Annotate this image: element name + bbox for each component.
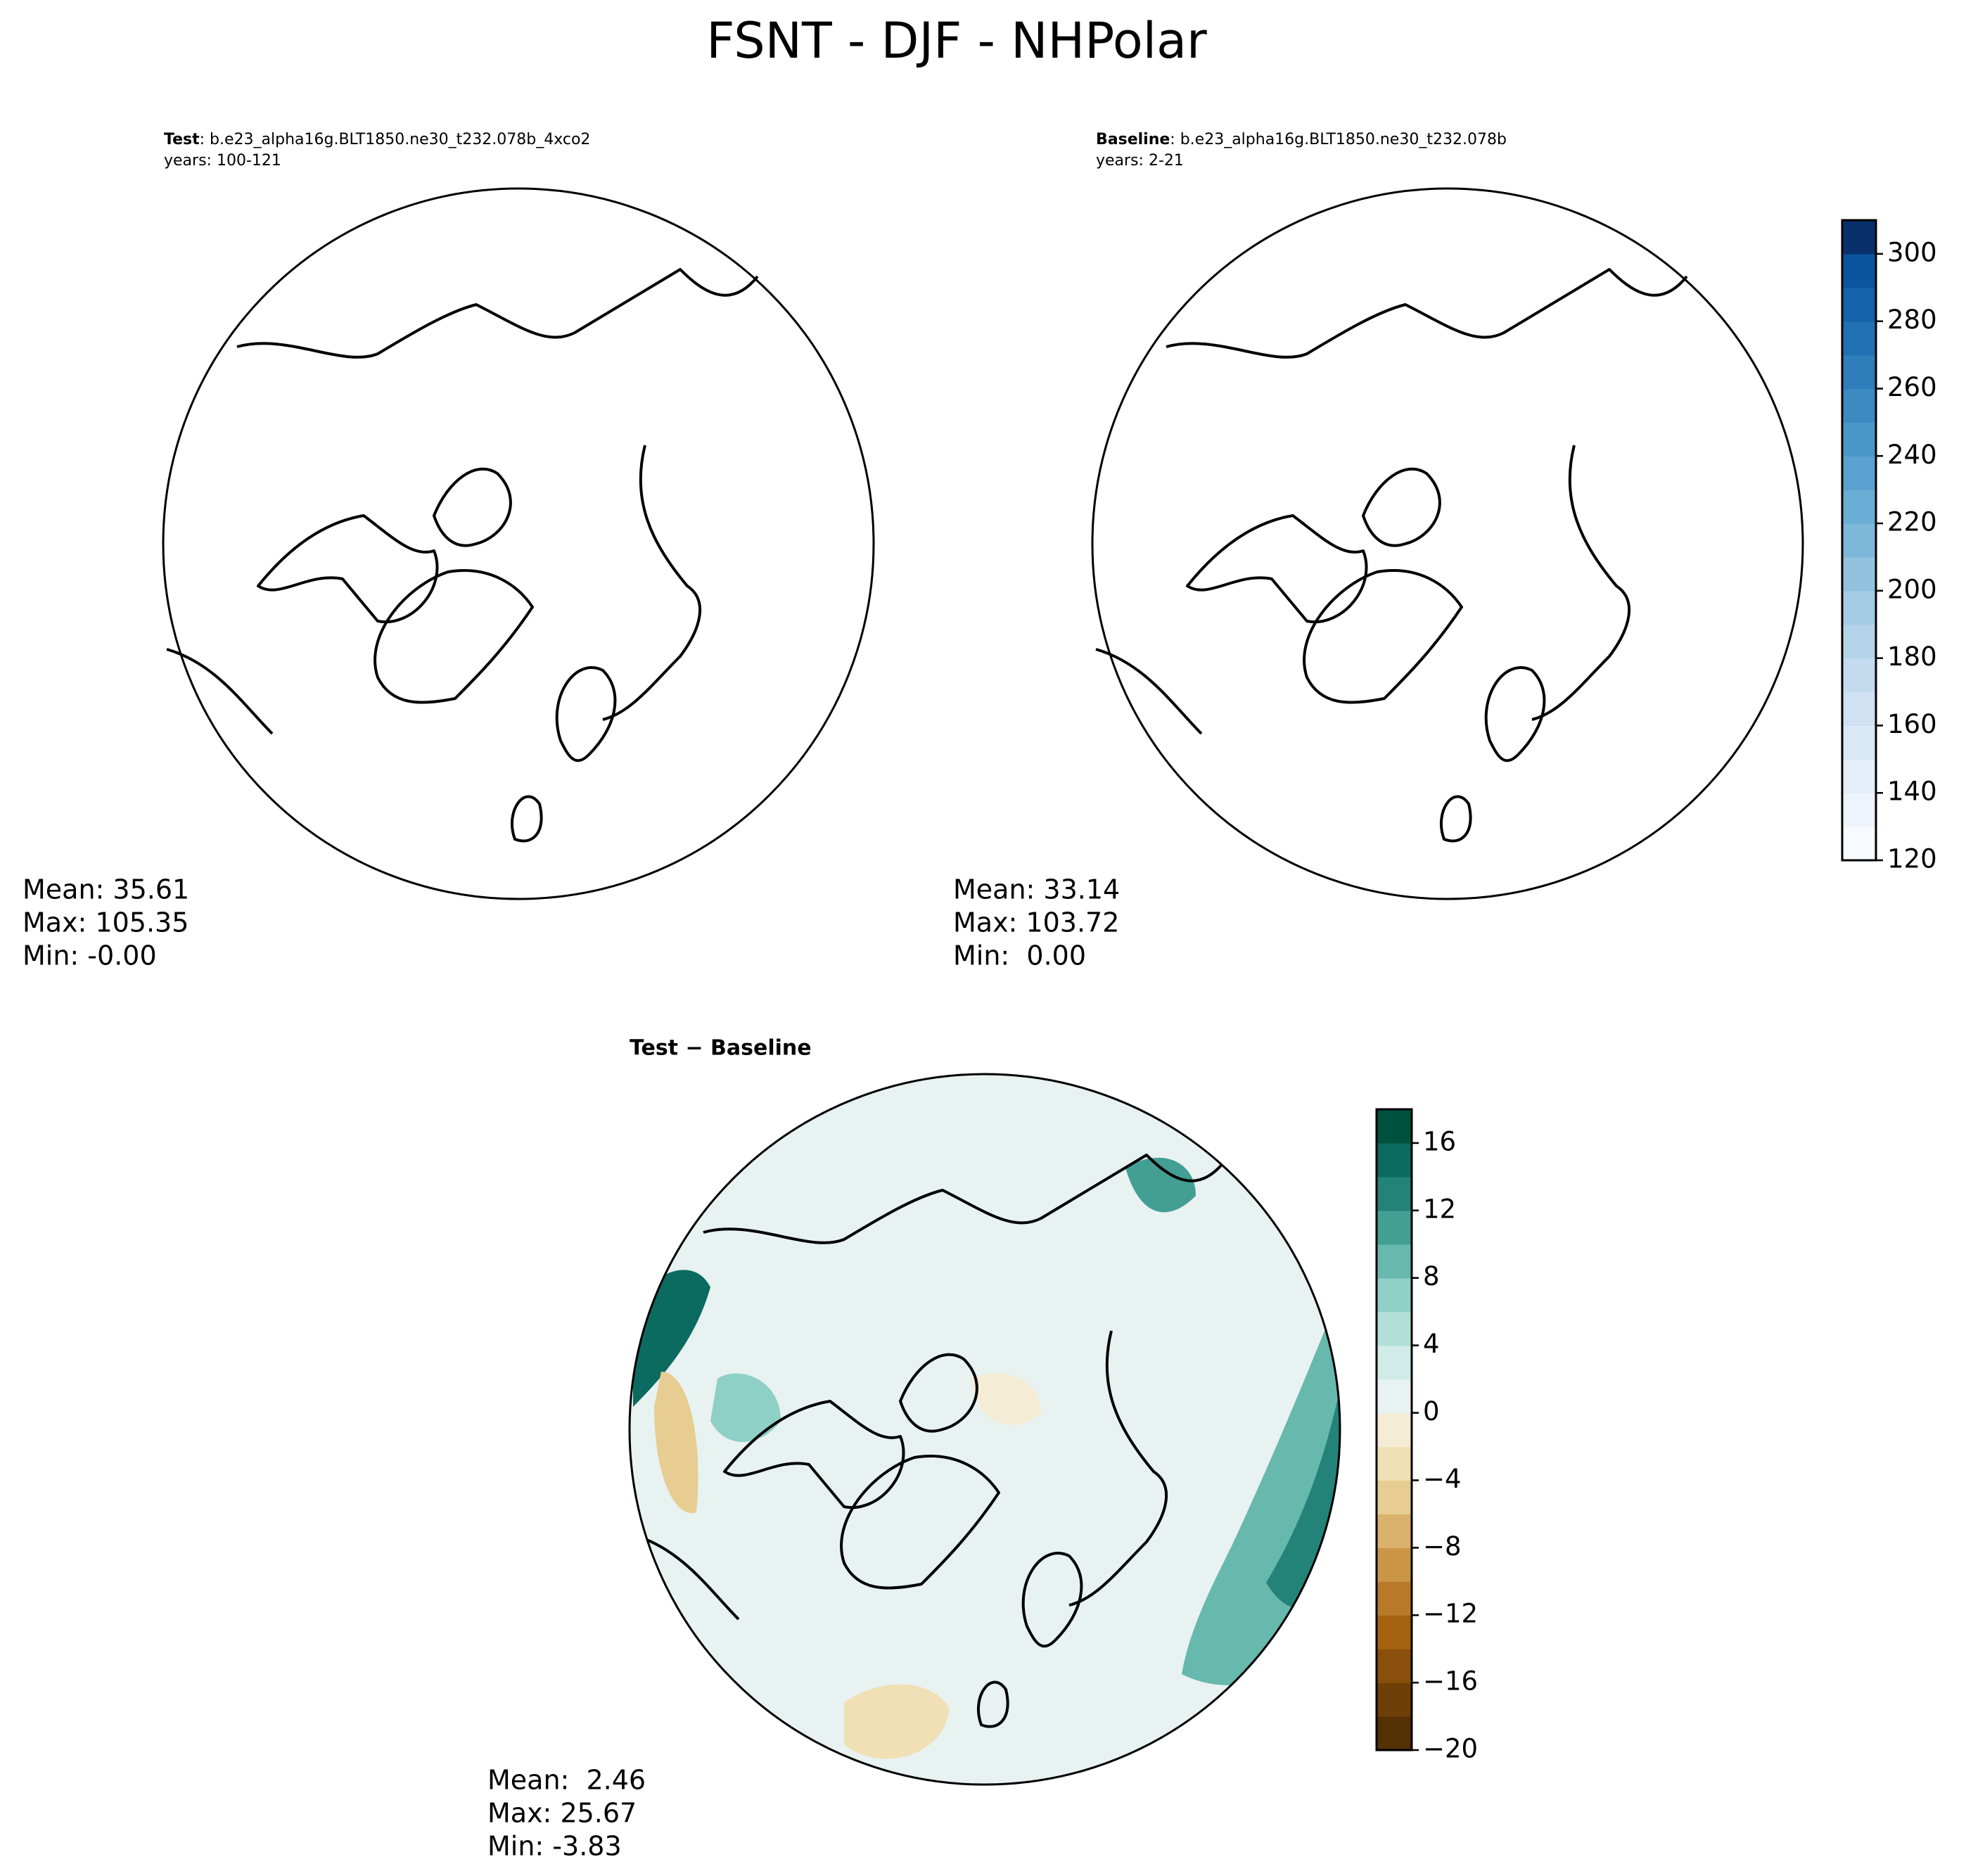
- colorbar-band: [1842, 321, 1876, 356]
- stat-line: Min: -3.83: [487, 1831, 622, 1862]
- colorbar-frame: [1841, 219, 1877, 862]
- colorbar-tick-label: 300: [1887, 237, 1937, 267]
- panel-name: Baseline: [1096, 131, 1170, 148]
- panel-case: : b.e23_alpha16g.BLT1850.ne30_t232.078b: [1170, 131, 1507, 148]
- panel-years: years: 2-21: [1096, 152, 1184, 170]
- colorbar-tick-label: 16: [1423, 1126, 1456, 1156]
- colorbar-band: [1377, 1345, 1412, 1380]
- figure-title: FSNT - DJF - NHPolar: [706, 12, 1207, 70]
- colorbar-tick-label: 140: [1887, 777, 1937, 807]
- panel-name: Test − Baseline: [630, 1036, 812, 1061]
- colorbar-tick-label: 120: [1887, 844, 1937, 874]
- colorbar-tick-label: −16: [1423, 1666, 1478, 1697]
- colorbar-band: [1842, 220, 1876, 255]
- colorbar-band: [1842, 691, 1876, 727]
- colorbar-tick-label: −8: [1423, 1531, 1462, 1562]
- panel-header: Baseline: b.e23_alpha16g.BLT1850.ne30_t2…: [1096, 131, 1507, 148]
- stat-line: Mean: 33.14: [953, 874, 1120, 905]
- stat-line: Max: 105.35: [23, 907, 189, 938]
- colorbar-band: [1377, 1649, 1412, 1683]
- stat-line: Max: 103.72: [953, 907, 1119, 938]
- colorbar-tick-label: 4: [1423, 1329, 1440, 1359]
- colorbar-tick-label: 280: [1887, 305, 1937, 335]
- stat-line: Mean: 2.46: [487, 1765, 646, 1796]
- colorbar-tick-label: 260: [1887, 372, 1937, 402]
- colorbar-band: [1842, 793, 1876, 827]
- colorbar-tick-label: 220: [1887, 507, 1937, 537]
- colorbar-band: [1377, 1480, 1412, 1514]
- panel-years: years: 100-121: [164, 152, 281, 170]
- colorbar-tick-label: −12: [1423, 1599, 1478, 1629]
- stat-line: Max: 25.67: [487, 1798, 637, 1829]
- colorbar-band: [1377, 1311, 1412, 1346]
- colorbar-tick-label: −4: [1423, 1464, 1462, 1494]
- colorbar-band: [1842, 624, 1876, 659]
- panel-name: Test: [164, 131, 200, 148]
- colorbar-band: [1842, 556, 1876, 592]
- colorbar-tick-label: 240: [1887, 440, 1937, 470]
- colorbar-band: [1377, 1716, 1412, 1751]
- colorbar-band: [1842, 523, 1876, 558]
- colorbar-band: [1377, 1615, 1412, 1650]
- colorbar-band: [1842, 456, 1876, 490]
- colorbar-tick-label: 200: [1887, 574, 1937, 604]
- colorbar-tick-label: 0: [1423, 1396, 1440, 1427]
- colorbar-band: [1377, 1176, 1412, 1211]
- colorbar-band: [1842, 658, 1876, 693]
- colorbar-band: [1377, 1142, 1412, 1178]
- colorbar-band: [1842, 725, 1876, 760]
- colorbar-band: [1842, 422, 1876, 457]
- colorbar-band: [1842, 355, 1876, 390]
- colorbar-band: [1842, 253, 1876, 288]
- colorbar-band: [1377, 1210, 1412, 1245]
- colorbar-band: [1377, 1412, 1412, 1448]
- colorbar-band: [1842, 827, 1876, 861]
- colorbar-band: [1377, 1683, 1412, 1717]
- colorbar-band: [1377, 1514, 1412, 1548]
- map: [1091, 187, 1804, 900]
- map: [162, 187, 875, 900]
- stat-line: Min: 0.00: [953, 940, 1086, 971]
- colorbar-band: [1842, 590, 1876, 625]
- colorbar-band: [1377, 1379, 1412, 1414]
- panel-case: : b.e23_alpha16g.BLT1850.ne30_t232.078b_…: [200, 131, 591, 148]
- colorbar-band: [1842, 388, 1876, 423]
- stat-line: Mean: 35.61: [23, 874, 189, 905]
- diff-map: [628, 1073, 1341, 1786]
- colorbar-band: [1377, 1548, 1412, 1582]
- colorbar-tick-label: 8: [1423, 1261, 1440, 1291]
- colorbar-band: [1377, 1581, 1412, 1616]
- stat-line: Min: -0.00: [23, 940, 157, 971]
- colorbar-band: [1842, 490, 1876, 524]
- colorbar-tick-label: 160: [1887, 709, 1937, 739]
- colorbar-tick-label: −20: [1423, 1734, 1478, 1764]
- panel-header: Test: b.e23_alpha16g.BLT1850.ne30_t232.0…: [164, 131, 590, 148]
- colorbar-band: [1377, 1277, 1412, 1313]
- colorbar-band: [1377, 1109, 1412, 1144]
- colorbar-band: [1377, 1244, 1412, 1279]
- colorbar-band: [1377, 1446, 1412, 1481]
- colorbar-frame: [1375, 1108, 1413, 1751]
- colorbar-band: [1842, 287, 1876, 322]
- colorbar-tick-label: 180: [1887, 642, 1937, 672]
- colorbar-band: [1842, 759, 1876, 793]
- colorbar-tick-label: 12: [1423, 1194, 1456, 1224]
